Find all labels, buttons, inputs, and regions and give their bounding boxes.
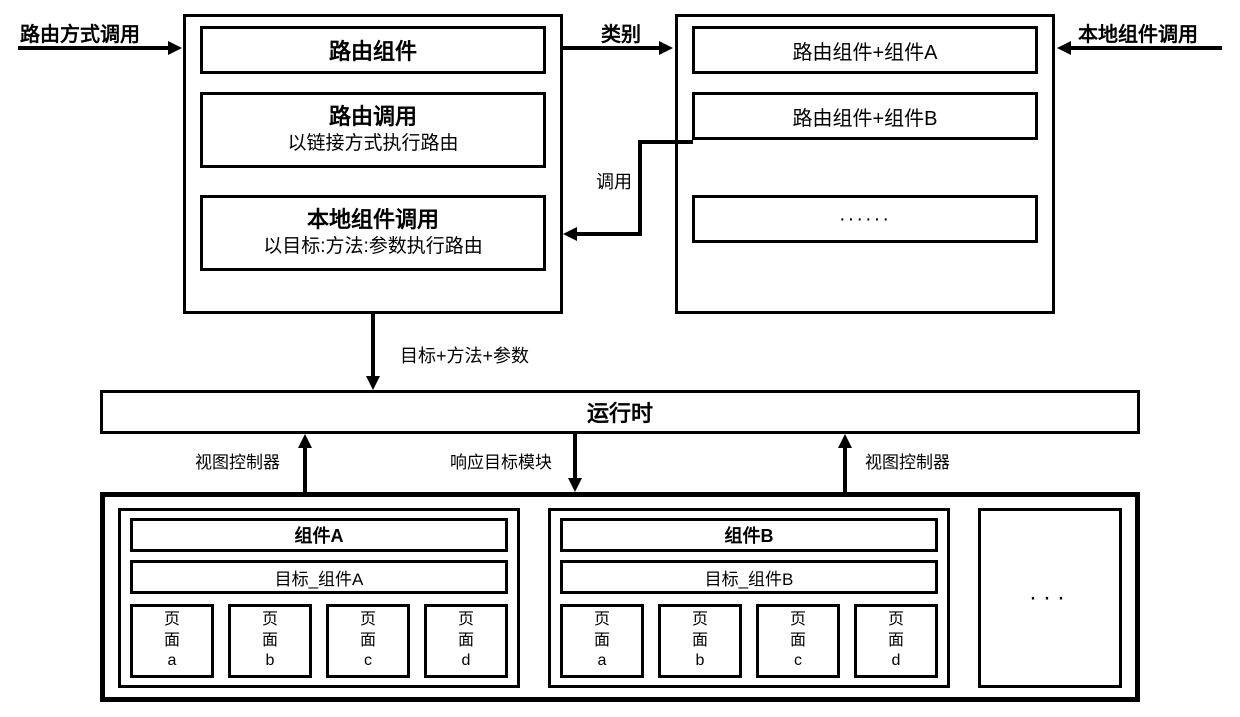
comp-a-page-b-txt: 页面b [262,610,278,672]
comp-a-page-c: 页面c [326,604,410,678]
arrow-vc-right-line [843,446,847,492]
comp-b-page-a: 页面a [560,604,644,678]
comp-b-title: 组件B [560,518,938,552]
arrow-vc-left-line [303,446,307,492]
comp-b-page-c-txt: 页面c [790,610,806,672]
label-vc-left: 视图控制器 [195,448,280,473]
arrow-vc-left-head [298,434,312,448]
arrow-respond-head [568,478,582,492]
left-box3-line2: 以目标:方法:参数执行路由 [263,235,483,260]
comp-b-target: 目标_组件B [560,560,938,594]
left-box-route-call: 路由调用 以链接方式执行路由 [200,92,546,168]
arrow-invoke-h1 [638,140,693,144]
left-box-route-component: 路由组件 [200,26,546,74]
arrow-route-in-head [168,41,182,55]
comp-b-page-d-txt: 页面d [888,610,904,672]
arrow-category-head [659,41,673,55]
arrow-respond-line [573,434,577,480]
comp-b-page-a-txt: 页面a [594,610,610,672]
label-respond-target: 响应目标模块 [450,448,552,473]
arrow-tmp-head [366,376,380,390]
comp-a-page-a-txt: 页面a [164,610,180,672]
arrow-local-in-line [1070,46,1222,50]
label-invoke: 调用 [596,168,632,194]
comp-a-page-d-txt: 页面d [458,610,474,672]
left-box2-line1: 路由调用 [287,103,458,132]
right-row1: 路由组件+组件A [692,26,1038,74]
comp-a-page-b: 页面b [228,604,312,678]
comp-b-page-c: 页面c [756,604,840,678]
comp-a-page-d: 页面d [424,604,508,678]
comp-a-page-c-txt: 页面c [360,610,376,672]
label-category: 类别 [601,18,641,47]
left-box-local-call: 本地组件调用 以目标:方法:参数执行路由 [200,195,546,271]
arrow-invoke-head [563,227,577,241]
arrow-vc-right-head [838,434,852,448]
label-target-method-param: 目标+方法+参数 [400,342,529,368]
arrow-invoke-h2 [576,232,642,236]
comp-a-page-a: 页面a [130,604,214,678]
right-row2: 路由组件+组件B [692,92,1038,140]
comp-b-page-b-txt: 页面b [692,610,708,672]
comp-a-title: 组件A [130,518,508,552]
left-box3-line1: 本地组件调用 [263,206,483,235]
left-box2-line2: 以链接方式执行路由 [287,132,458,157]
arrow-invoke-v [638,140,642,236]
label-vc-right: 视图控制器 [865,448,950,473]
label-route-call-in: 路由方式调用 [20,18,140,47]
runtime-bar: 运行时 [100,390,1140,434]
label-local-call-in: 本地组件调用 [1078,18,1198,47]
comp-b-page-d: 页面d [854,604,938,678]
arrow-category-line [563,46,661,50]
right-row3: ······ [692,195,1038,243]
comp-a-target: 目标_组件A [130,560,508,594]
comp-ellipsis: ··· [978,508,1122,688]
comp-b-page-b: 页面b [658,604,742,678]
arrow-local-in-head [1057,41,1071,55]
arrow-tmp-line [371,314,375,378]
arrow-route-in-line [18,46,170,50]
